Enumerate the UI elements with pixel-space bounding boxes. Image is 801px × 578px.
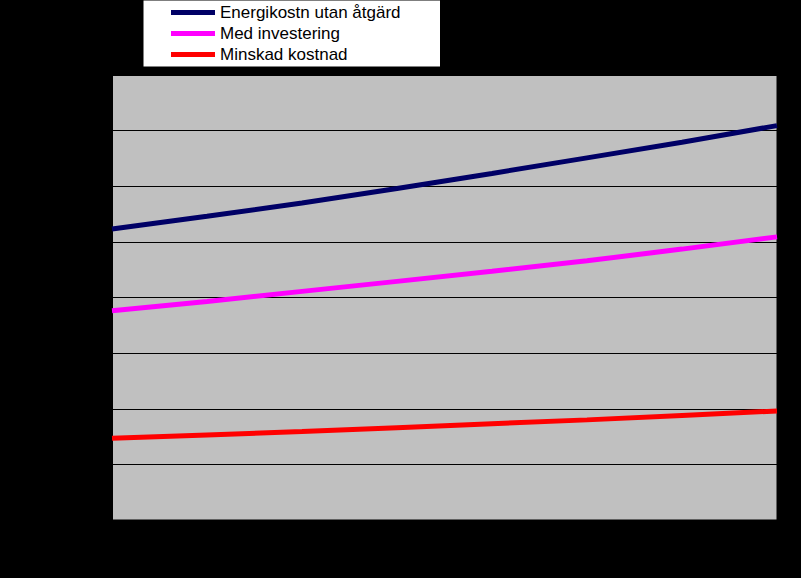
svg-text:Med investering: Med investering	[220, 24, 340, 43]
svg-text:Minskad kostnad: Minskad kostnad	[220, 45, 348, 64]
svg-text:Energikostn utan åtgärd: Energikostn utan åtgärd	[220, 3, 401, 22]
